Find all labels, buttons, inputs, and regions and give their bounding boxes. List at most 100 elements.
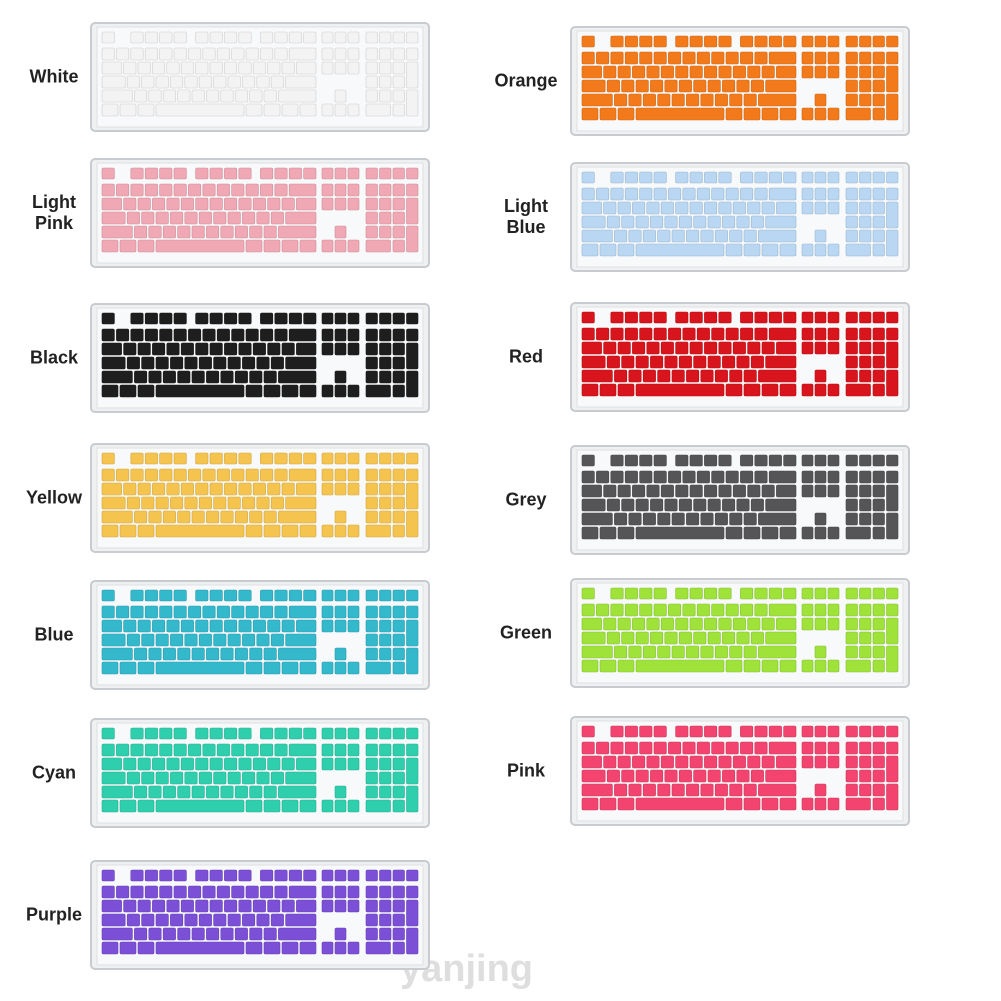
keycap: [334, 619, 347, 633]
keycap: [347, 239, 360, 253]
keycap: [249, 225, 263, 239]
keycap: [392, 941, 405, 955]
keycap: [213, 75, 227, 89]
keycap: [392, 885, 405, 899]
keycap: [872, 454, 885, 467]
keycap: [263, 941, 281, 955]
keycap: [814, 229, 827, 243]
keycap: [872, 587, 885, 600]
keycap: [736, 79, 750, 93]
keycap: [711, 470, 725, 484]
keycap: [859, 93, 872, 107]
keycap: [707, 79, 721, 93]
keycap: [101, 103, 119, 117]
keycap: [714, 93, 728, 107]
keycap: [392, 927, 405, 941]
keycap: [173, 47, 187, 61]
keycap: [639, 35, 653, 48]
keycap: [281, 619, 295, 633]
keycap: [624, 470, 638, 484]
keycap: [155, 239, 245, 253]
keycap: [288, 31, 302, 44]
keycap: [392, 370, 405, 384]
keyboard: [90, 718, 430, 828]
keycap: [365, 384, 391, 398]
keycap: [365, 225, 378, 239]
keycap: [617, 243, 635, 257]
keycap: [101, 633, 126, 647]
keycap: [379, 771, 392, 785]
keycap: [671, 369, 685, 383]
keyboard: [90, 580, 430, 690]
keycap: [321, 899, 334, 913]
keycap: [188, 47, 202, 61]
keycap: [814, 51, 827, 65]
keycap: [761, 797, 779, 811]
keycap: [195, 31, 209, 44]
keycap: [750, 631, 764, 645]
keycap: [729, 93, 743, 107]
keycap: [278, 647, 317, 661]
keycap: [639, 725, 653, 738]
keycap: [170, 633, 184, 647]
keycap: [195, 757, 209, 771]
keycap: [334, 757, 347, 771]
keycap: [886, 369, 899, 397]
keycap: [747, 755, 761, 769]
keycap: [274, 167, 288, 180]
keycap: [152, 619, 166, 633]
keycap: [162, 647, 176, 661]
keycap: [754, 51, 768, 65]
keycap: [581, 355, 606, 369]
keycap: [596, 603, 610, 617]
keycap: [334, 727, 347, 740]
keycap: [166, 197, 180, 211]
keycap: [155, 941, 245, 955]
keycap: [872, 769, 885, 783]
keycap: [365, 743, 378, 757]
keycap: [159, 743, 173, 757]
keycap: [814, 526, 827, 540]
keycap: [617, 107, 635, 121]
keycap: [365, 452, 378, 465]
keycap: [224, 167, 238, 180]
keycap: [379, 328, 392, 342]
keycap: [776, 755, 797, 769]
keycap: [732, 341, 746, 355]
keycap: [859, 369, 872, 383]
keycap: [392, 452, 405, 465]
keycap: [267, 899, 281, 913]
keycap: [379, 197, 392, 211]
keycap: [845, 484, 858, 498]
keycap: [827, 741, 840, 755]
keycap: [270, 496, 284, 510]
keycap: [296, 757, 317, 771]
keycap: [827, 755, 840, 769]
keycap: [827, 617, 840, 631]
keycap: [675, 65, 689, 79]
keycap: [718, 484, 732, 498]
keycap: [252, 197, 266, 211]
keycap: [188, 605, 202, 619]
keycap: [101, 468, 115, 482]
keycap: [249, 647, 263, 661]
keycap: [635, 355, 649, 369]
keycap: [632, 341, 646, 355]
keycap: [653, 603, 667, 617]
keycap: [321, 941, 334, 955]
keycap: [750, 79, 764, 93]
keycap: [621, 215, 635, 229]
keycap: [664, 498, 678, 512]
keycap: [675, 311, 689, 324]
keycap: [872, 755, 885, 769]
keycap: [581, 107, 599, 121]
keycap: [281, 384, 299, 398]
keycap: [776, 341, 797, 355]
keycap: [827, 35, 840, 48]
keycap: [188, 885, 202, 899]
keycap: [365, 183, 378, 197]
keycap: [845, 769, 858, 783]
keycap: [365, 75, 378, 89]
keycap: [814, 725, 827, 738]
keycap: [743, 243, 761, 257]
